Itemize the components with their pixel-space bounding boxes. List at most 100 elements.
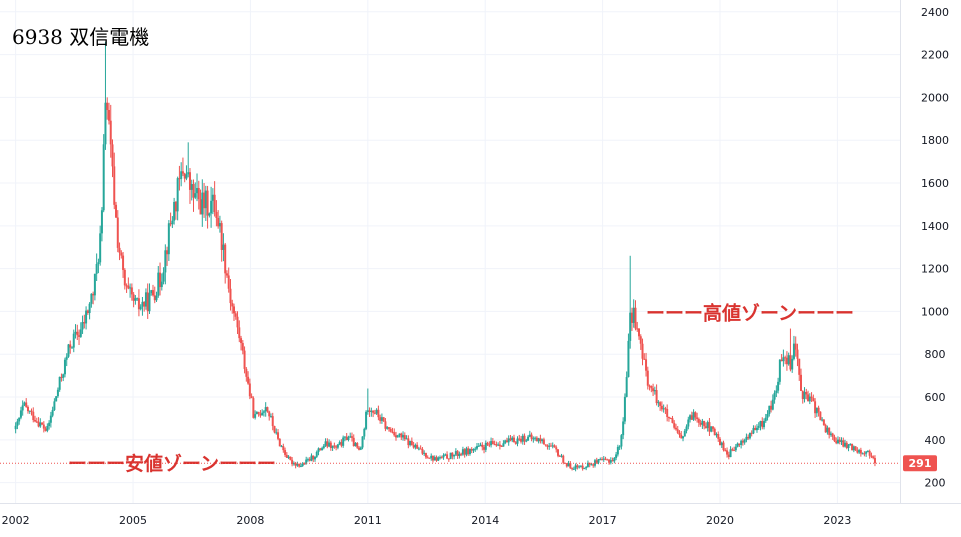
candle-body [572,468,575,470]
candle-body [384,421,387,429]
candle-body [460,453,463,455]
candle-body [250,396,253,399]
candle-body [720,442,723,446]
candle-body [520,438,523,442]
candle-body [528,434,531,437]
candle-body [710,426,713,432]
x-tick-label: 2023 [823,514,851,527]
candle-body [247,376,250,384]
candle-body [41,422,44,425]
candle-body [773,392,776,400]
candle-body [858,449,861,453]
y-tick-label: 2000 [921,91,949,104]
candle-body [590,464,593,466]
candle-body [317,448,320,452]
candle-body [764,417,767,422]
candle-body [430,455,433,459]
candle-body [465,448,468,455]
candle-body [872,456,875,459]
candle-body [245,368,248,377]
candle-body [564,462,567,464]
candle-body [315,451,318,457]
candle-body [71,347,73,349]
candle-body [778,359,781,382]
candle-body [102,144,105,211]
candle-body [571,468,574,470]
candle-body [294,463,297,466]
candle-body [162,272,165,282]
low-zone-annotation: ーーー安値ゾーンーーー [68,452,276,475]
candle-body [516,438,519,444]
candle-body [810,396,813,399]
candle-body [694,412,697,418]
candle-body [312,455,315,460]
candle-body [625,377,628,397]
candle-body [169,223,172,225]
y-tick-label: 1800 [921,134,949,147]
candle-body [791,358,794,370]
candle-body [365,411,368,429]
candle-body [502,443,505,447]
candle-body [329,442,332,449]
candle-body [382,417,385,422]
candle-body [648,385,651,387]
candle-body [79,329,82,337]
candle-body [557,449,559,456]
candle-body [417,448,420,450]
candle-body [306,459,309,461]
candle-body [609,460,612,463]
candle-body [514,442,517,444]
candle-body [356,443,359,448]
candle-body [495,444,498,446]
candle-body [222,244,225,250]
candle-body [69,344,72,348]
candle-body [118,247,121,253]
candle-body [35,421,38,423]
candle-body [865,451,868,454]
candle-body [863,453,866,455]
y-tick-label: 600 [925,391,946,404]
candle-body [391,431,394,433]
candle-body [160,281,163,288]
candle-body [708,422,711,432]
candle-body [736,443,739,447]
candle-body [468,449,471,455]
candle-body [273,426,276,433]
candle-body [386,427,389,429]
candle-body [678,432,681,435]
candle-body [347,437,350,440]
candle-body [439,457,442,459]
candle-body [655,390,658,404]
candle-body [248,383,251,397]
candle-body [828,427,831,435]
candle-body [240,338,243,344]
candle-body [509,438,512,441]
candle-body [785,357,788,365]
candle-body [243,350,246,369]
candle-body [815,407,818,414]
candle-body [458,453,461,457]
candle-body [234,313,237,317]
candle-body [137,298,140,310]
candle-body [412,445,415,448]
candle-body [673,422,676,428]
last-price-tag: 291 [0,455,937,472]
candle-body [792,343,795,359]
candle-body [148,293,151,312]
candle-body [770,405,773,410]
candle-body [345,436,348,440]
candle-body [599,459,602,461]
candle-body [717,434,720,439]
candle-body [578,466,581,468]
candle-body [824,425,827,433]
candle-body [395,435,397,438]
candle-body [750,432,753,434]
candle-body [652,388,655,392]
candle-body [314,456,316,460]
candle-body [387,427,390,429]
candle-body [481,444,484,448]
candle-body [44,428,47,431]
candle-body [366,410,369,412]
candle-body [453,454,456,457]
candle-body [484,442,487,450]
